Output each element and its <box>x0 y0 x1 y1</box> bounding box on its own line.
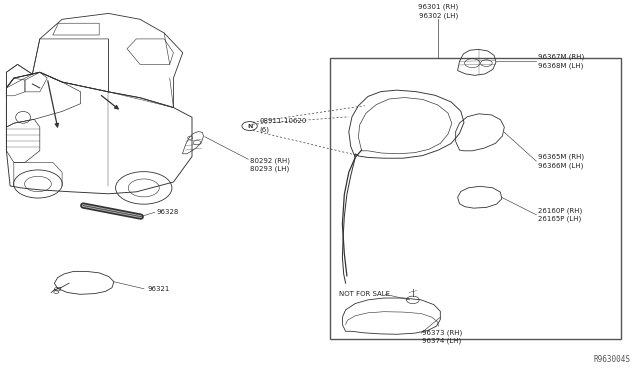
Text: 96365M (RH)
96366M (LH): 96365M (RH) 96366M (LH) <box>538 154 584 169</box>
Text: 08911-10620
(6): 08911-10620 (6) <box>260 118 307 132</box>
Text: 96367M (RH)
96368M (LH): 96367M (RH) 96368M (LH) <box>538 54 584 69</box>
Text: 80292 (RH)
80293 (LH): 80292 (RH) 80293 (LH) <box>250 157 290 172</box>
Text: 96328: 96328 <box>157 209 179 215</box>
Bar <box>330 58 621 339</box>
Text: 96321: 96321 <box>147 286 170 292</box>
Text: 26160P (RH)
26165P (LH): 26160P (RH) 26165P (LH) <box>538 207 582 222</box>
Text: NOT FOR SALE: NOT FOR SALE <box>339 291 390 297</box>
Text: R963004S: R963004S <box>593 355 630 364</box>
Text: N: N <box>247 124 252 128</box>
Text: 96373 (RH)
96374 (LH): 96373 (RH) 96374 (LH) <box>422 329 463 344</box>
Text: 96301 (RH)
96302 (LH): 96301 (RH) 96302 (LH) <box>419 4 458 19</box>
